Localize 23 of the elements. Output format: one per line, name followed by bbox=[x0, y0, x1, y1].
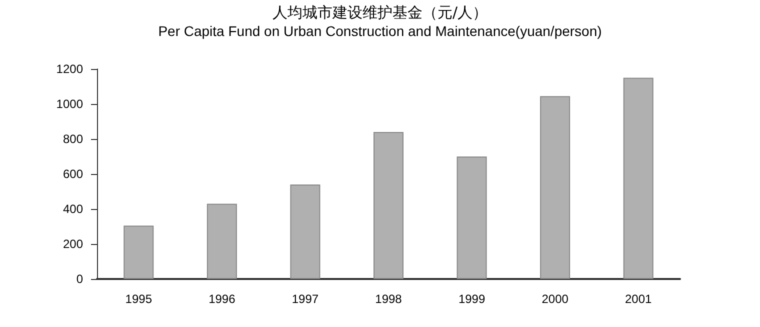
x-tick-label: 1999 bbox=[458, 292, 486, 306]
bar bbox=[290, 184, 320, 279]
bar bbox=[374, 132, 404, 279]
y-tick-label: 800 bbox=[62, 132, 84, 146]
y-tick-label: 200 bbox=[62, 237, 84, 251]
x-tick-label: 1996 bbox=[208, 292, 236, 306]
bar bbox=[124, 226, 154, 279]
bar bbox=[456, 156, 487, 279]
y-tick-label: 400 bbox=[62, 202, 84, 216]
x-tick-label: 2000 bbox=[542, 292, 569, 306]
x-tick-label: 1995 bbox=[125, 292, 152, 306]
y-tick-label: 1000 bbox=[56, 97, 84, 111]
bar bbox=[206, 204, 237, 279]
bar bbox=[540, 96, 570, 279]
y-tick-label: 1200 bbox=[56, 62, 84, 76]
y-tick-label: 600 bbox=[62, 167, 84, 181]
y-tick-label: 0 bbox=[76, 272, 84, 286]
chart-subtitle: Per Capita Fund on Urban Construction and Maintenance(yuan/person) bbox=[158, 23, 602, 39]
bar bbox=[623, 78, 654, 279]
x-tick-label: 1997 bbox=[292, 292, 319, 306]
x-tick-label: 2001 bbox=[625, 292, 652, 306]
x-tick-label: 1998 bbox=[375, 292, 402, 306]
chart-title: 人均城市建设维护基金（元/人） bbox=[272, 4, 488, 22]
